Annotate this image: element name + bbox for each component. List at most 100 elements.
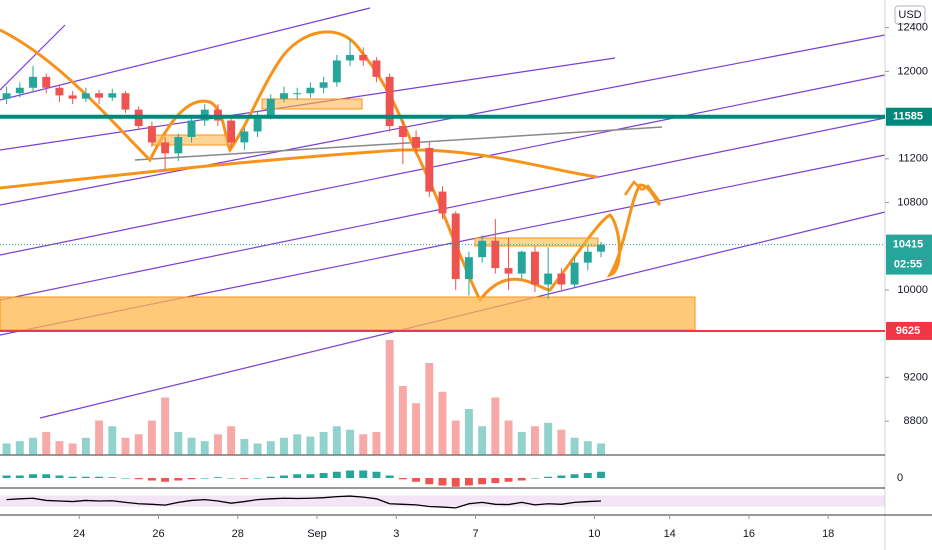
macd-bar [240, 478, 249, 479]
volume-bar [504, 420, 513, 455]
volume-bar [121, 437, 130, 455]
x-tick-label: 24 [73, 528, 85, 540]
price-tag [886, 321, 932, 340]
macd-bar [187, 478, 196, 480]
volume-bar [359, 434, 368, 455]
macd-bar [306, 474, 315, 478]
volume-bar [147, 420, 156, 455]
macd-bar [42, 474, 51, 478]
y-tick-label: 10000 [897, 284, 928, 296]
candle-body [531, 251, 539, 285]
macd-bar [68, 476, 77, 478]
volume-bar [81, 437, 90, 455]
macd-bar [372, 471, 381, 478]
candle-body [280, 93, 288, 99]
volume-bar [187, 437, 196, 455]
candle-body [504, 268, 513, 274]
candle-body [464, 257, 473, 280]
candle-body [346, 54, 354, 61]
candle-body [319, 82, 328, 88]
macd-bar [504, 478, 513, 482]
macd-bar [583, 473, 592, 478]
macd-bar [2, 475, 11, 478]
volume-bar [583, 441, 592, 455]
price-tag-label: 11585 [893, 111, 923, 123]
candle-body [583, 251, 592, 263]
volume-bar [213, 434, 222, 455]
macd-bar [491, 478, 500, 483]
macd-bar [121, 478, 130, 479]
volume-bar [253, 443, 262, 455]
macd-bar [398, 478, 407, 480]
macd-bar [213, 477, 222, 478]
volume-bar [174, 432, 183, 455]
x-tick-label: 18 [822, 528, 834, 540]
y-tick-label: 12000 [897, 65, 928, 77]
volume-bar [451, 420, 460, 455]
y-tick-label: 8800 [904, 415, 928, 427]
macd-bar [346, 470, 354, 478]
candle-body [187, 120, 196, 137]
volume-bar [29, 437, 37, 455]
candle-body [544, 273, 553, 285]
candle-body [29, 76, 37, 88]
volume-bar [570, 437, 579, 455]
y-tick-label: 11200 [898, 153, 928, 165]
candle-body [81, 93, 90, 99]
candle-body [412, 136, 421, 148]
candle-body [55, 87, 64, 96]
x-tick-label: Sep [307, 528, 327, 540]
volume-bar [372, 432, 381, 455]
volume-bar [134, 434, 143, 455]
volume-bar [332, 426, 341, 455]
macd-bar [544, 476, 553, 478]
candle-body [95, 93, 104, 98]
macd-bar [227, 478, 236, 479]
macd-bar [570, 474, 579, 478]
volume-bar [517, 432, 526, 455]
y-tick-label: 10800 [897, 196, 928, 208]
volume-bar [200, 441, 209, 455]
candle-body [108, 93, 117, 98]
candle-body [253, 115, 262, 132]
candle-body [570, 262, 579, 285]
volume-bar [544, 422, 553, 455]
candle-body [451, 213, 460, 280]
x-tick-label: 14 [664, 528, 676, 540]
macd-bar [134, 478, 143, 480]
volume-bar [531, 426, 539, 455]
candle-body [68, 95, 77, 99]
candle-body [517, 251, 526, 274]
macd-bar [81, 476, 90, 478]
macd-bar [147, 478, 156, 481]
macd-tick-label: 0 [897, 472, 903, 484]
candle-body [293, 93, 302, 95]
currency-box[interactable] [894, 5, 926, 25]
macd-bar [15, 475, 24, 478]
drawings [0, 7, 886, 419]
volume-bar [240, 438, 249, 455]
volume-bar [438, 391, 447, 455]
candle-body [147, 126, 156, 143]
macd-bar [438, 478, 447, 486]
x-tick-label: 10 [588, 528, 600, 540]
y-tick-label: 9200 [904, 371, 928, 383]
macd-bar [557, 475, 566, 478]
candle-body [15, 87, 24, 94]
macd-bar [517, 478, 526, 481]
macd-bar [478, 478, 487, 485]
volume-bar [557, 429, 566, 455]
volume-bar [55, 441, 64, 455]
x-tick-label: 7 [472, 528, 478, 540]
macd-bar [108, 477, 117, 478]
macd-bar [359, 470, 368, 478]
candle-body [161, 142, 170, 154]
volume-bar [346, 429, 354, 455]
x-tick-label: 26 [152, 528, 164, 540]
macd-bar [95, 476, 104, 478]
volume-bar [266, 441, 275, 455]
candle-body [2, 93, 11, 99]
macd-bar [266, 476, 275, 478]
macd-bar [425, 478, 434, 485]
